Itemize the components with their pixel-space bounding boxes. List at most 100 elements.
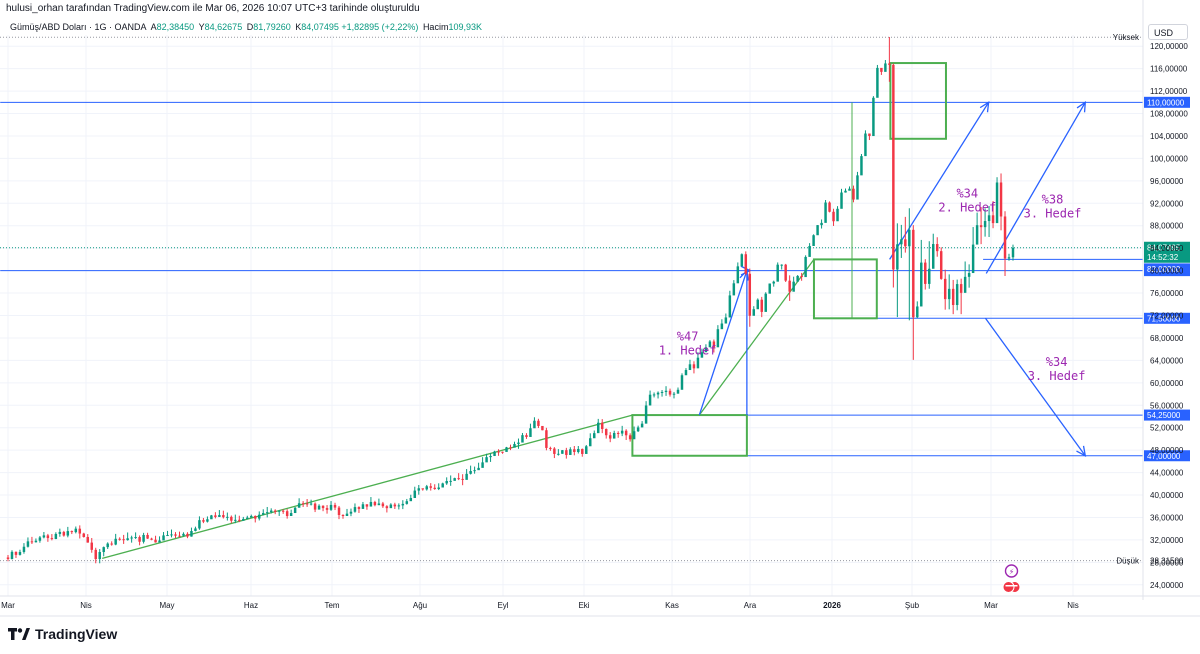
symbol-name[interactable]: Gümüş/ABD Doları · 1G · OANDA [10,22,147,32]
candle [313,502,317,513]
candle-body [433,487,436,490]
candle [999,173,1003,231]
candle-body [1007,257,1011,259]
candle-body [939,251,943,279]
level-price-text: 54,25000 [1147,411,1181,420]
axes: 120,00000 116,00000 112,00000 108,00000 104,… [0,0,1200,617]
candle-body [537,420,540,426]
candle [194,526,197,532]
tradingview-brand: TradingView [35,626,118,642]
candle-body [632,431,636,440]
candle-body [301,503,305,505]
candle-body [856,175,859,200]
price-tick-label: 28,00000 [1150,558,1184,567]
candle [433,484,436,490]
currency-selector[interactable]: USD [1148,24,1188,40]
flag-stripe [1005,585,1018,587]
candle [70,530,74,535]
candle-body [234,519,237,521]
candle-body [740,254,744,267]
candle [664,386,668,396]
candle [273,509,277,515]
time-tick-label: Eki [578,601,589,610]
annotation-text: 2. Hedef [938,201,996,215]
tradingview-logo-icon [8,628,30,640]
candle-body [600,422,604,429]
candle-body [178,535,181,537]
candle [904,216,907,253]
target-annotation: %383. Hedef [1024,192,1082,220]
candle [254,515,257,523]
candle-body [58,531,62,534]
candle [644,401,648,424]
candle-body [836,208,839,222]
candle [82,532,86,538]
level-price-tag [1144,409,1190,421]
candle [892,63,895,288]
candle-body [955,284,959,306]
candle [289,509,293,517]
event-icons[interactable]: ⚡ [1002,564,1021,593]
candle [258,511,261,521]
candle [553,447,556,459]
candle-body [664,390,668,392]
candle-body [975,225,979,245]
candle-body [90,542,93,550]
candle-body [397,505,401,507]
candle [122,534,125,544]
flag-event-icon[interactable] [1002,581,1015,593]
arrow-head [979,101,990,113]
candle [597,418,600,434]
candle [42,531,46,539]
candle-body [772,281,775,284]
candle-body [792,281,795,292]
candle-body [62,531,66,536]
price-tick-label: 112,00000 [1150,87,1188,96]
candle [397,503,401,510]
candle [417,484,421,495]
candle [301,501,305,507]
candle [473,466,476,474]
candle [796,275,799,282]
candle-body [46,535,50,539]
arrow-head [1076,101,1087,113]
candle-body [820,222,823,226]
candle-body [872,97,875,137]
candle [604,428,608,439]
grid [0,35,1143,596]
candle-body [134,537,137,539]
candle-body [752,309,756,316]
candle [469,465,472,475]
candle-body [50,538,54,540]
tradingview-logo[interactable]: TradingView [8,626,117,642]
candle-body [198,520,201,529]
candle-body [947,288,951,300]
candle-body [521,435,524,443]
candle [505,446,508,452]
level-price-text: 47,00000 [1147,452,1181,461]
candle [517,438,520,449]
candle-body [489,455,492,458]
price-tick-label: 116,00000 [1150,65,1188,74]
candle [309,499,313,506]
lightning-event-icon[interactable] [1004,564,1019,578]
candle [856,171,859,200]
candle-body [569,449,572,455]
candle [317,504,321,510]
candle-body [620,430,624,434]
candle [142,532,145,544]
candle-body [967,273,971,277]
candle [573,445,576,456]
candle [896,223,899,318]
candle-body [533,420,536,429]
candle [409,494,413,502]
candle [162,532,165,541]
candle [461,474,464,486]
candle-body [716,329,720,348]
candle-body [102,547,105,553]
candle-body [206,519,209,522]
candle-body [158,540,161,543]
low-price-label: 28,31500 [1150,557,1184,566]
candle-body [473,470,476,472]
